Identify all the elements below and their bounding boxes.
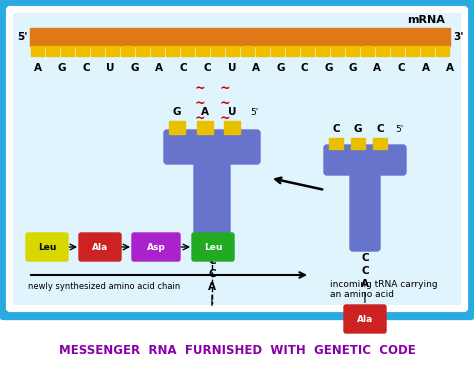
Text: A: A: [374, 63, 381, 73]
Text: ~: ~: [195, 82, 205, 94]
Bar: [224, 121, 240, 134]
Text: A: A: [155, 63, 163, 73]
Text: A: A: [361, 279, 369, 289]
Text: C: C: [208, 269, 216, 279]
Text: C: C: [301, 63, 309, 73]
Text: G: G: [276, 63, 284, 73]
Text: C: C: [208, 256, 216, 266]
Text: ~: ~: [195, 112, 205, 125]
Text: MESSENGER  RNA  FURNISHED  WITH  GENETIC  CODE: MESSENGER RNA FURNISHED WITH GENETIC COD…: [59, 344, 415, 357]
Text: G: G: [349, 63, 357, 73]
Bar: [30, 28, 450, 46]
Text: G: G: [58, 63, 66, 73]
Bar: [226, 46, 239, 56]
Bar: [169, 121, 185, 134]
Text: A: A: [422, 63, 430, 73]
Bar: [181, 46, 194, 56]
FancyBboxPatch shape: [164, 130, 260, 164]
FancyBboxPatch shape: [132, 233, 180, 261]
Text: Leu: Leu: [204, 242, 222, 251]
FancyBboxPatch shape: [2, 2, 472, 316]
Bar: [376, 46, 389, 56]
Text: U: U: [228, 107, 236, 117]
Text: Leu: Leu: [38, 242, 56, 251]
Bar: [106, 46, 119, 56]
Text: 5': 5': [395, 125, 403, 134]
Bar: [346, 46, 359, 56]
Text: C: C: [332, 124, 340, 134]
Text: A: A: [201, 107, 209, 117]
Bar: [196, 46, 209, 56]
Text: mRNA: mRNA: [407, 15, 445, 25]
Bar: [61, 46, 74, 56]
Bar: [166, 46, 179, 56]
Bar: [121, 46, 134, 56]
Text: A: A: [34, 63, 42, 73]
FancyBboxPatch shape: [324, 145, 406, 175]
FancyBboxPatch shape: [79, 233, 121, 261]
Text: C: C: [376, 124, 384, 134]
Text: C: C: [361, 253, 369, 263]
Bar: [436, 46, 449, 56]
Text: |: |: [210, 295, 214, 306]
Bar: [271, 46, 284, 56]
Text: U: U: [107, 63, 115, 73]
Text: ~: ~: [219, 112, 230, 125]
Bar: [316, 46, 329, 56]
Text: A: A: [252, 63, 260, 73]
Bar: [329, 138, 343, 149]
FancyBboxPatch shape: [26, 233, 68, 261]
Text: U: U: [228, 63, 236, 73]
Text: A: A: [208, 282, 216, 292]
Text: 5': 5': [250, 108, 258, 117]
FancyBboxPatch shape: [8, 8, 466, 310]
Bar: [373, 138, 387, 149]
Text: Ala: Ala: [357, 314, 373, 323]
Bar: [391, 46, 404, 56]
Bar: [46, 46, 59, 56]
FancyBboxPatch shape: [192, 233, 234, 261]
FancyBboxPatch shape: [13, 13, 461, 305]
Bar: [351, 138, 365, 149]
Text: 5': 5': [18, 32, 28, 42]
Bar: [331, 46, 344, 56]
Text: 3': 3': [453, 32, 464, 42]
Text: C: C: [82, 63, 90, 73]
Bar: [136, 46, 149, 56]
Text: ~: ~: [219, 82, 230, 94]
Text: newly synthesized amino acid chain: newly synthesized amino acid chain: [28, 282, 180, 291]
Text: ~: ~: [195, 96, 205, 109]
Text: G: G: [325, 63, 333, 73]
Text: G: G: [354, 124, 362, 134]
Text: incoming tRNA carrying
an amino acid: incoming tRNA carrying an amino acid: [330, 280, 438, 299]
Bar: [197, 121, 213, 134]
Text: Ala: Ala: [92, 242, 108, 251]
Bar: [76, 46, 89, 56]
Text: ~: ~: [219, 96, 230, 109]
Text: |: |: [363, 292, 367, 303]
Bar: [286, 46, 299, 56]
Bar: [211, 46, 224, 56]
Bar: [301, 46, 314, 56]
FancyBboxPatch shape: [350, 169, 380, 251]
Bar: [151, 46, 164, 56]
FancyBboxPatch shape: [194, 158, 230, 254]
Text: G: G: [173, 107, 181, 117]
Bar: [406, 46, 419, 56]
FancyBboxPatch shape: [344, 305, 386, 333]
Bar: [91, 46, 104, 56]
Text: C: C: [398, 63, 405, 73]
Text: G: G: [131, 63, 139, 73]
Text: Asp: Asp: [146, 242, 165, 251]
Bar: [361, 46, 374, 56]
Text: C: C: [204, 63, 211, 73]
Bar: [241, 46, 254, 56]
Text: C: C: [361, 266, 369, 276]
Bar: [421, 46, 434, 56]
Text: A: A: [446, 63, 454, 73]
Bar: [256, 46, 269, 56]
Text: C: C: [180, 63, 187, 73]
Bar: [31, 46, 44, 56]
